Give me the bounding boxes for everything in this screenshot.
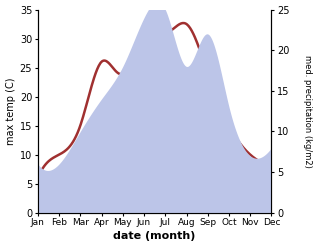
Y-axis label: max temp (C): max temp (C) [5,77,16,145]
Y-axis label: med. precipitation (kg/m2): med. precipitation (kg/m2) [303,55,313,167]
X-axis label: date (month): date (month) [114,231,196,242]
